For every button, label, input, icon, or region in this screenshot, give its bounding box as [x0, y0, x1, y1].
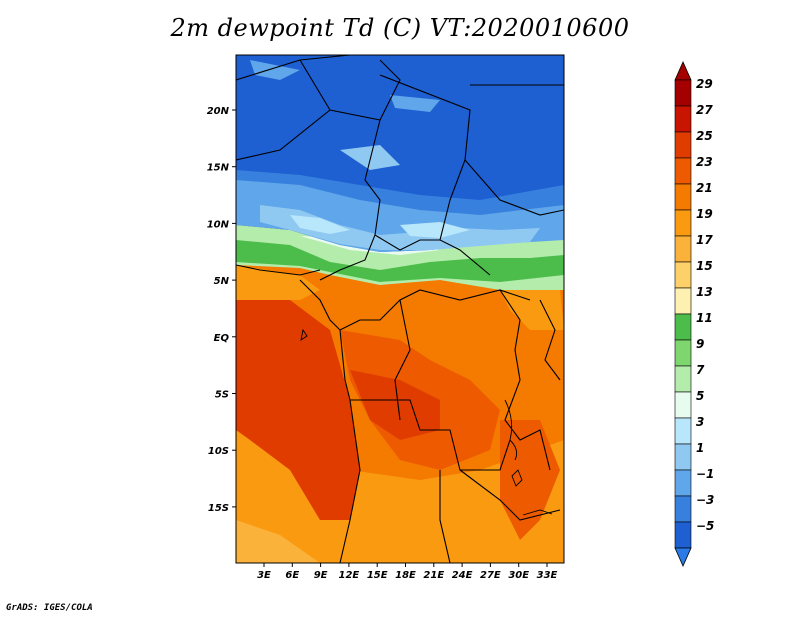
colorbar-swatch — [674, 365, 692, 393]
lat-tick-label: 20N — [207, 106, 230, 117]
dewpoint-field — [236, 55, 564, 563]
colorbar-swatch — [674, 339, 692, 367]
colorbar-swatch — [674, 105, 692, 133]
lon-tick-label: 6E — [285, 570, 299, 581]
lon-tick-label: 21E — [423, 570, 444, 581]
colorbar-top-arrow — [674, 61, 692, 81]
colorbar-label: 23 — [696, 155, 713, 169]
colorbar-swatch — [674, 469, 692, 497]
colorbar-label: −1 — [696, 467, 714, 481]
lat-tick-label: 5N — [214, 276, 230, 287]
colorbar-label: 9 — [696, 337, 704, 351]
colorbar-swatch — [674, 495, 692, 523]
colorbar-label: 13 — [696, 285, 713, 299]
lon-tick-label: 24E — [452, 570, 473, 581]
latitude-axis: 20N 15N 10N 5N EQ 5S 10S 15S — [207, 106, 236, 514]
colorbar-label: 15 — [696, 259, 713, 273]
colorbar-bottom-arrow — [674, 547, 692, 567]
colorbar-swatch — [674, 443, 692, 471]
colorbar-label: 1 — [696, 441, 704, 455]
colorbar-label: 27 — [696, 103, 713, 117]
lon-tick-label: 18E — [395, 570, 416, 581]
lon-tick-label: 9E — [314, 570, 328, 581]
colorbar-label: 25 — [696, 129, 713, 143]
lon-tick-label: 12E — [339, 570, 360, 581]
colorbar-swatch — [674, 313, 692, 341]
lat-tick-label: 5S — [215, 390, 229, 401]
colorbar-label: 17 — [696, 233, 713, 247]
colorbar-swatch — [674, 391, 692, 419]
colorbar-label: 19 — [696, 207, 713, 221]
colorbar-label: 21 — [696, 181, 713, 195]
colorbar-swatch — [674, 235, 692, 263]
map-frame — [235, 54, 565, 564]
colorbar-swatch — [674, 521, 692, 549]
colorbar-label: −5 — [696, 519, 714, 533]
lon-tick-label: 30E — [508, 570, 529, 581]
country-borders — [236, 55, 564, 563]
footer-credit: GrADS: IGES/COLA — [6, 603, 93, 613]
colorbar-label: 29 — [696, 77, 713, 91]
longitude-axis: 3E 6E 9E 12E 15E 18E 21E 24E 27E 30E 33E — [257, 563, 558, 581]
lat-tick-label: 10S — [208, 446, 229, 457]
lon-tick-label: 27E — [480, 570, 501, 581]
lat-tick-label: 15S — [208, 503, 229, 514]
colorbar-label: 3 — [696, 415, 704, 429]
lat-tick-label: 10N — [207, 219, 230, 230]
lat-tick-label: EQ — [214, 333, 230, 344]
lon-tick-label: 33E — [537, 570, 558, 581]
colorbar-swatch — [674, 209, 692, 237]
lon-tick-label: 3E — [257, 570, 271, 581]
colorbar-label: 5 — [696, 389, 704, 403]
colorbar-label: 11 — [696, 311, 713, 325]
map-title: 2m dewpoint Td (C) VT:2020010600 — [170, 14, 630, 42]
colorbar-swatch — [674, 183, 692, 211]
colorbar-swatch — [674, 287, 692, 315]
lat-tick-label: 15N — [207, 163, 230, 174]
colorbar-swatch — [674, 131, 692, 159]
colorbar-swatch — [674, 417, 692, 445]
colorbar-label: −3 — [696, 493, 714, 507]
colorbar: 29 27 25 23 21 19 17 15 13 11 9 7 5 3 1 −1 −3 −5 — [674, 61, 714, 567]
colorbar-swatch — [674, 261, 692, 289]
colorbar-swatch — [674, 79, 692, 107]
colorbar-label: 7 — [696, 363, 705, 377]
lon-tick-label: 15E — [367, 570, 388, 581]
colorbar-swatch — [674, 157, 692, 185]
